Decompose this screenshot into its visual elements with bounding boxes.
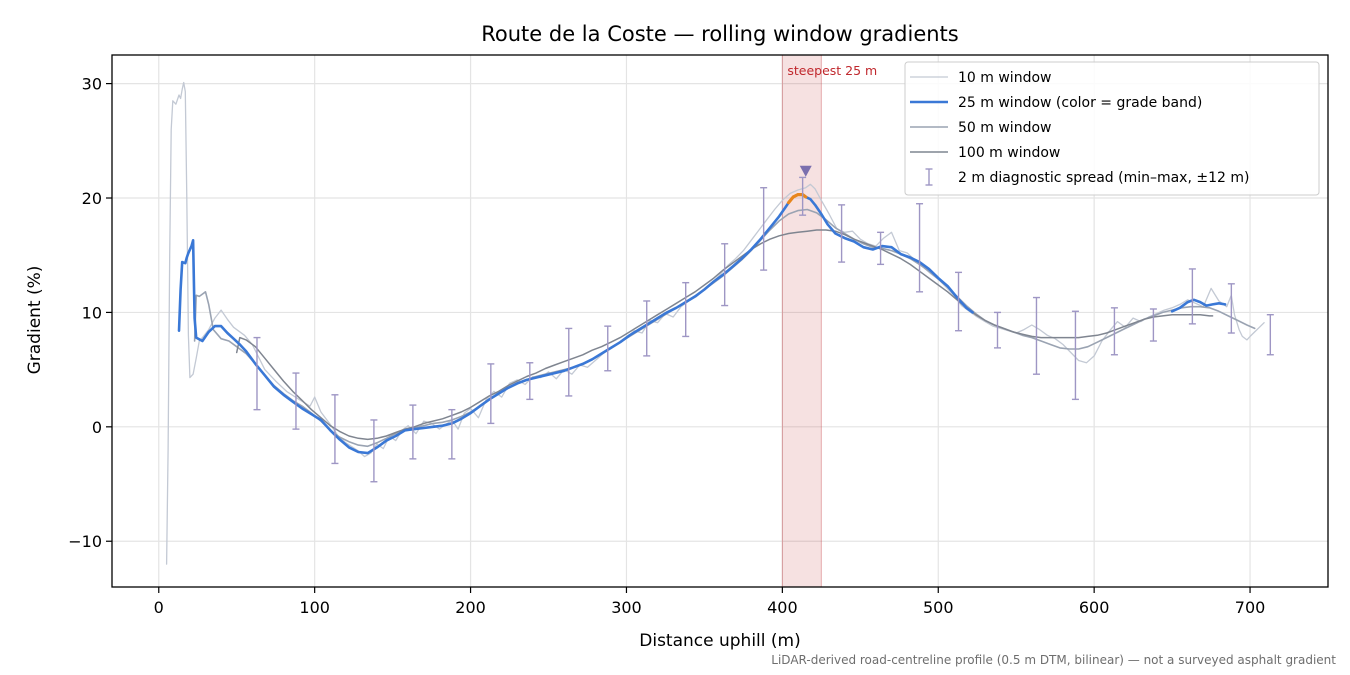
x-tick-label: 600 [1079,598,1110,617]
error-bar [526,362,534,401]
series-line-1 [177,193,974,455]
x-tick-label: 500 [923,598,954,617]
legend-label: 2 m diagnostic spread (min–max, ±12 m) [958,170,1249,186]
error-bar [331,394,339,465]
error-bar [253,336,261,411]
error-bar [916,203,924,293]
x-tick-label: 200 [455,598,486,617]
y-axis-label: Gradient (%) [25,266,45,375]
error-bar [1227,283,1235,334]
y-tick-label: −10 [68,532,102,551]
error-bar [1266,314,1274,356]
error-bar [1071,310,1079,401]
series-group [165,81,1265,565]
error-bars [253,176,1274,483]
x-tick-label: 300 [611,598,642,617]
peak-marker-icon [799,165,812,177]
x-tick-label: 100 [299,598,330,617]
legend: 10 m window 25 m window (color = grade ba… [904,61,1320,196]
legend-label: 25 m window (color = grade band) [958,95,1202,111]
legend-label: 10 m window [958,70,1051,86]
error-bar [682,281,690,338]
chart-title: Route de la Coste — rolling window gradi… [481,22,958,46]
legend-box [904,61,1320,196]
error-bar [643,300,651,357]
error-bar [838,204,846,263]
y-tick-label: 10 [82,303,102,322]
error-bar [487,363,495,425]
plot-frame [111,54,1329,588]
peak-marker [799,165,812,177]
footnote: LiDAR-derived road-centreline profile (0… [771,653,1336,667]
grade-band-segment-0 [787,193,808,205]
axes: 0 100 200 300 400 500 600 700 −10 0 10 20 30 [68,54,1329,617]
error-bar [1110,307,1118,356]
series-line-3 [235,229,1214,441]
x-tick-label: 700 [1235,598,1266,617]
error-bar [1149,308,1157,342]
error-bar [292,372,300,430]
error-bar [565,327,573,397]
error-bar [877,231,885,266]
highlight-band: steepest 25 m [781,54,877,588]
y-tick-label: 30 [82,75,102,94]
y-tick-label: 0 [92,418,102,437]
legend-label: 50 m window [958,120,1051,136]
x-tick-label: 400 [767,598,798,617]
error-bar [993,311,1001,349]
x-tick-label: 0 [154,598,164,617]
error-bar [1032,296,1040,375]
error-bar [721,243,729,307]
steepest-band-label: steepest 25 m [787,63,877,78]
error-bar [1188,268,1196,325]
error-bar [448,408,456,460]
error-bar [370,419,378,483]
error-bar [799,176,807,216]
error-bar [604,325,612,372]
x-axis-label: Distance uphill (m) [639,631,800,651]
error-bar [955,271,963,332]
error-bar [760,187,768,271]
legend-label: 100 m window [958,145,1060,161]
steepest-band [781,54,822,588]
error-bar [409,404,417,460]
series-line-1-segment-0 [1170,298,1227,313]
y-tick-label: 20 [82,189,102,208]
